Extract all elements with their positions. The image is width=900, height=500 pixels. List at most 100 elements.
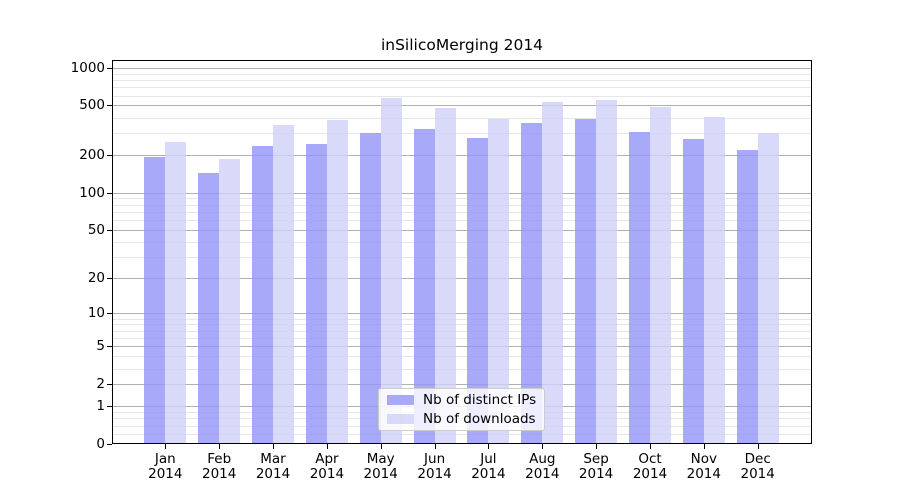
bar-distinct_ips-sep (575, 118, 597, 444)
bar-downloads-feb (219, 158, 241, 444)
x-tick-month: Feb (207, 450, 232, 467)
legend-swatch-downloads (387, 414, 414, 424)
x-tick-month: Apr (315, 450, 339, 467)
y-tick-label: 2 (96, 376, 105, 393)
x-tick-label: Nov 2014 (672, 450, 736, 483)
major-gridline (111, 105, 812, 107)
legend-label-distinct-ips: Nb of distinct IPs (423, 392, 537, 408)
bar-downloads-nov (703, 116, 725, 444)
major-gridline (111, 229, 812, 231)
y-tick-label: 20 (87, 270, 105, 287)
bar-distinct_ips-nov (682, 138, 704, 444)
bar-distinct_ips-may (359, 132, 381, 444)
y-tick-mark (107, 229, 112, 231)
minor-gridline (111, 117, 812, 119)
y-tick-label: 50 (87, 221, 105, 238)
y-tick-mark (107, 406, 112, 408)
y-tick-label: 500 (79, 97, 105, 114)
bar-downloads-mar (273, 124, 294, 444)
bar-downloads-dec (757, 133, 779, 444)
minor-gridline (111, 198, 812, 200)
x-tick-mark (596, 444, 598, 449)
x-tick-year: 2014 (363, 466, 398, 482)
major-gridline (111, 313, 812, 315)
x-tick-label: Apr 2014 (295, 450, 359, 483)
minor-gridline (111, 220, 812, 222)
major-gridline (111, 384, 812, 386)
y-tick-mark (107, 278, 112, 280)
y-tick-label: 1000 (70, 59, 105, 76)
x-tick-label: May 2014 (349, 450, 413, 483)
x-tick-year: 2014 (417, 466, 452, 482)
minor-gridline (111, 338, 812, 339)
x-tick-label: Jun 2014 (403, 450, 467, 483)
x-tick-month: Jul (480, 450, 497, 467)
y-tick-label: 0 (96, 436, 105, 452)
y-tick-label: 10 (87, 305, 105, 322)
bar-downloads-apr (326, 120, 348, 444)
bar-distinct_ips-feb (198, 173, 220, 444)
x-tick-month: Nov (690, 450, 717, 467)
bar-downloads-aug (542, 102, 564, 444)
x-tick-year: 2014 (740, 466, 775, 482)
legend-item-downloads: Nb of downloads (387, 410, 544, 429)
x-tick-year: 2014 (309, 466, 345, 482)
y-tick-mark (107, 384, 112, 386)
x-tick-label: Dec 2014 (726, 450, 790, 483)
x-tick-mark (273, 444, 274, 449)
minor-gridline (111, 434, 812, 436)
minor-gridline (111, 79, 812, 81)
x-tick-month: May (366, 450, 395, 467)
x-tick-mark (219, 444, 221, 449)
bar-downloads-jan (165, 141, 187, 444)
major-gridline (111, 278, 812, 280)
x-tick-mark (326, 444, 328, 449)
minor-gridline (111, 330, 812, 332)
x-tick-year: 2014 (578, 466, 614, 482)
minor-gridline (111, 241, 812, 243)
x-tick-year: 2014 (255, 466, 291, 482)
y-tick-mark (107, 346, 112, 348)
chart-title: inSilicoMerging 2014 (380, 36, 544, 54)
x-tick-month: Mar (260, 450, 286, 467)
x-tick-label: Sep 2014 (564, 450, 628, 483)
y-tick-mark (107, 192, 112, 194)
minor-gridline (111, 318, 812, 320)
bar-downloads-jun (434, 108, 456, 444)
minor-gridline (111, 324, 812, 326)
x-tick-year: 2014 (202, 466, 237, 482)
x-tick-mark (650, 444, 651, 449)
bar-distinct_ips-oct (629, 132, 650, 444)
x-tick-year: 2014 (471, 466, 506, 482)
x-tick-label: Feb 2014 (187, 450, 251, 483)
legend-item-distinct-ips: Nb of distinct IPs (387, 391, 544, 410)
minor-gridline (111, 87, 812, 89)
y-tick-label: 200 (79, 147, 105, 164)
minor-gridline (111, 368, 812, 370)
bar-downloads-sep (596, 99, 618, 444)
x-tick-year: 2014 (686, 466, 721, 482)
x-tick-mark (380, 444, 382, 449)
bar-distinct_ips-mar (252, 145, 273, 444)
x-tick-mark (757, 444, 759, 449)
x-tick-month: Jun (424, 450, 446, 467)
x-tick-mark (703, 444, 705, 449)
x-tick-year: 2014 (148, 466, 183, 482)
minor-gridline (111, 73, 812, 75)
x-tick-year: 2014 (632, 466, 668, 482)
bar-distinct_ips-jul (467, 138, 489, 444)
y-tick-label: 100 (79, 184, 105, 201)
y-tick-mark (107, 155, 112, 157)
x-tick-label: Jan 2014 (133, 451, 197, 483)
x-tick-month: Sep (583, 450, 609, 467)
x-tick-mark (488, 444, 490, 449)
x-tick-year: 2014 (525, 466, 560, 482)
x-tick-month: Aug (529, 450, 556, 467)
y-tick-mark (107, 444, 112, 445)
bar-distinct_ips-dec (736, 150, 758, 444)
bar-distinct_ips-jan (144, 157, 166, 444)
x-tick-mark (434, 444, 436, 449)
x-tick-month: Dec (744, 450, 771, 467)
x-tick-month: Oct (638, 450, 662, 467)
